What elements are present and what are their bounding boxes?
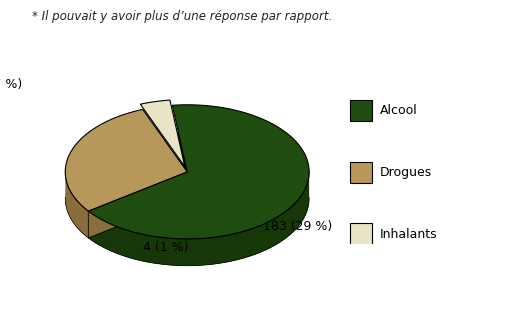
Polygon shape [88, 105, 309, 239]
Polygon shape [140, 127, 185, 193]
Polygon shape [88, 172, 187, 238]
Bar [350, 224, 372, 245]
Polygon shape [66, 136, 187, 238]
Text: 4 (1 %): 4 (1 %) [142, 241, 188, 254]
Text: * Il pouvait y avoir plus d’une réponse par rapport.: * Il pouvait y avoir plus d’une réponse … [32, 10, 332, 23]
Text: Drogues: Drogues [380, 166, 432, 179]
Polygon shape [88, 132, 309, 266]
Polygon shape [140, 100, 185, 167]
Polygon shape [66, 110, 187, 211]
Polygon shape [88, 172, 187, 238]
Text: Inhalants: Inhalants [380, 227, 438, 240]
Polygon shape [88, 171, 309, 266]
Text: 183 (29 %): 183 (29 %) [263, 220, 332, 233]
Polygon shape [66, 171, 88, 238]
Text: Alcool: Alcool [380, 104, 418, 117]
Text: 424 (67 %): 424 (67 %) [0, 78, 22, 91]
Bar [350, 162, 372, 183]
Bar [350, 100, 372, 121]
